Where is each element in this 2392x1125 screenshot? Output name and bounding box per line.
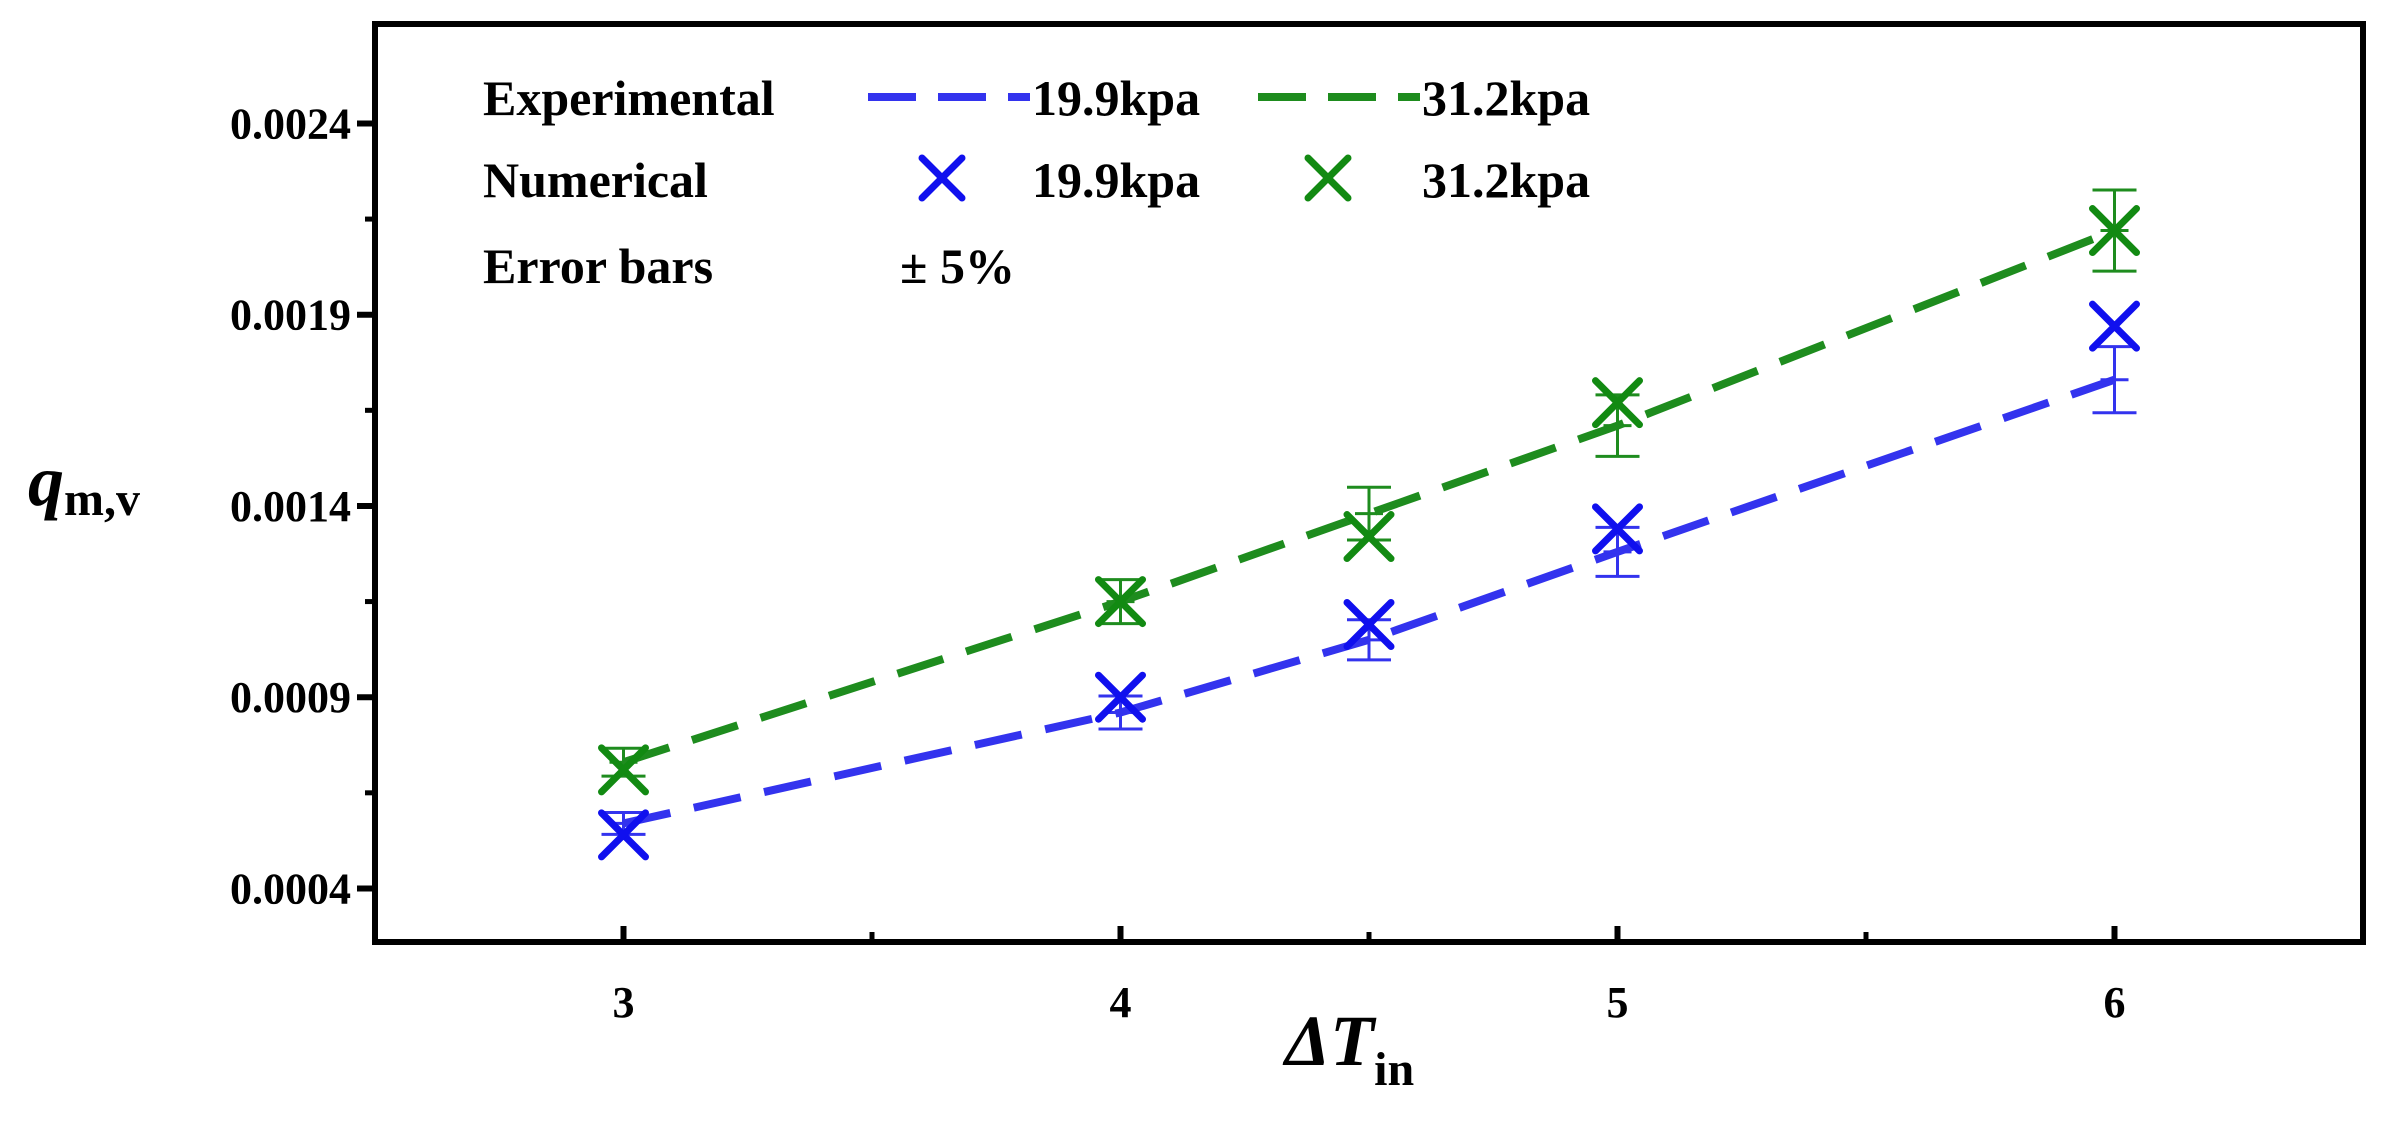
legend-numerical-199-label: 19.9kpa (1032, 152, 1200, 208)
axis-ticks (357, 120, 2118, 942)
legend-numerical-312-marker (1304, 154, 1352, 202)
series-markers (598, 205, 2140, 861)
y-tick-labels: 0.0004 0.0009 0.0014 0.0019 0.0024 (230, 99, 351, 913)
data-point-19.9kpa-numerical (598, 809, 649, 861)
x-tick-label: 6 (2104, 978, 2126, 1027)
legend-experimental-312-label: 31.2kpa (1422, 70, 1590, 126)
y-tick-label: 0.0004 (230, 864, 351, 913)
data-point-19.9kpa-numerical (2089, 300, 2140, 352)
data-point-19.9kpa-numerical (1343, 599, 1395, 651)
y-tick-label: 0.0019 (230, 291, 351, 340)
x-tick-label: 3 (613, 978, 635, 1027)
series-line-19.9kpa-experimental (622, 375, 2116, 828)
series-lines (622, 226, 2116, 828)
data-point-19.9kpa-numerical (1095, 671, 1146, 723)
data-point-31.2kpa-numerical (1343, 511, 1395, 563)
legend-experimental-199-label: 19.9kpa (1032, 70, 1200, 126)
legend: Experimental 19.9kpa 31.2kpa Numerical 1… (483, 70, 1590, 294)
x-axis-title-main: ΔT (1282, 1001, 1377, 1081)
data-point-31.2kpa-numerical (1592, 377, 1643, 429)
legend-row-experimental-label: Experimental (483, 70, 775, 126)
x-tick-label: 4 (1110, 978, 1132, 1027)
data-point-31.2kpa-numerical (2089, 205, 2140, 257)
x-tick-label: 5 (1607, 978, 1629, 1027)
legend-row-error-bars-label: Error bars (483, 238, 713, 294)
legend-error-bars-value: ± 5% (900, 238, 1015, 294)
y-tick-label: 0.0014 (230, 482, 351, 531)
x-tick-labels: 3 4 5 6 (613, 978, 2126, 1027)
legend-numerical-199-marker (918, 154, 966, 202)
y-axis-title-sub: m,v (64, 473, 140, 526)
data-point-31.2kpa-numerical (1095, 576, 1146, 628)
data-point-31.2kpa-numerical (598, 744, 649, 796)
legend-row-numerical-label: Numerical (483, 152, 708, 208)
legend-numerical-312-label: 31.2kpa (1422, 152, 1590, 208)
data-point-19.9kpa-numerical (1592, 503, 1643, 555)
y-tick-label: 0.0009 (230, 673, 351, 722)
error-bars (601, 188, 2137, 836)
x-axis-title: ΔTin (1282, 1001, 1414, 1096)
series-line-31.2kpa-experimental (622, 226, 2116, 767)
x-axis-title-sub: in (1374, 1043, 1414, 1096)
y-tick-label: 0.0024 (230, 99, 351, 148)
y-axis-title: qm,v (28, 441, 140, 526)
y-axis-title-main: q (28, 441, 64, 521)
